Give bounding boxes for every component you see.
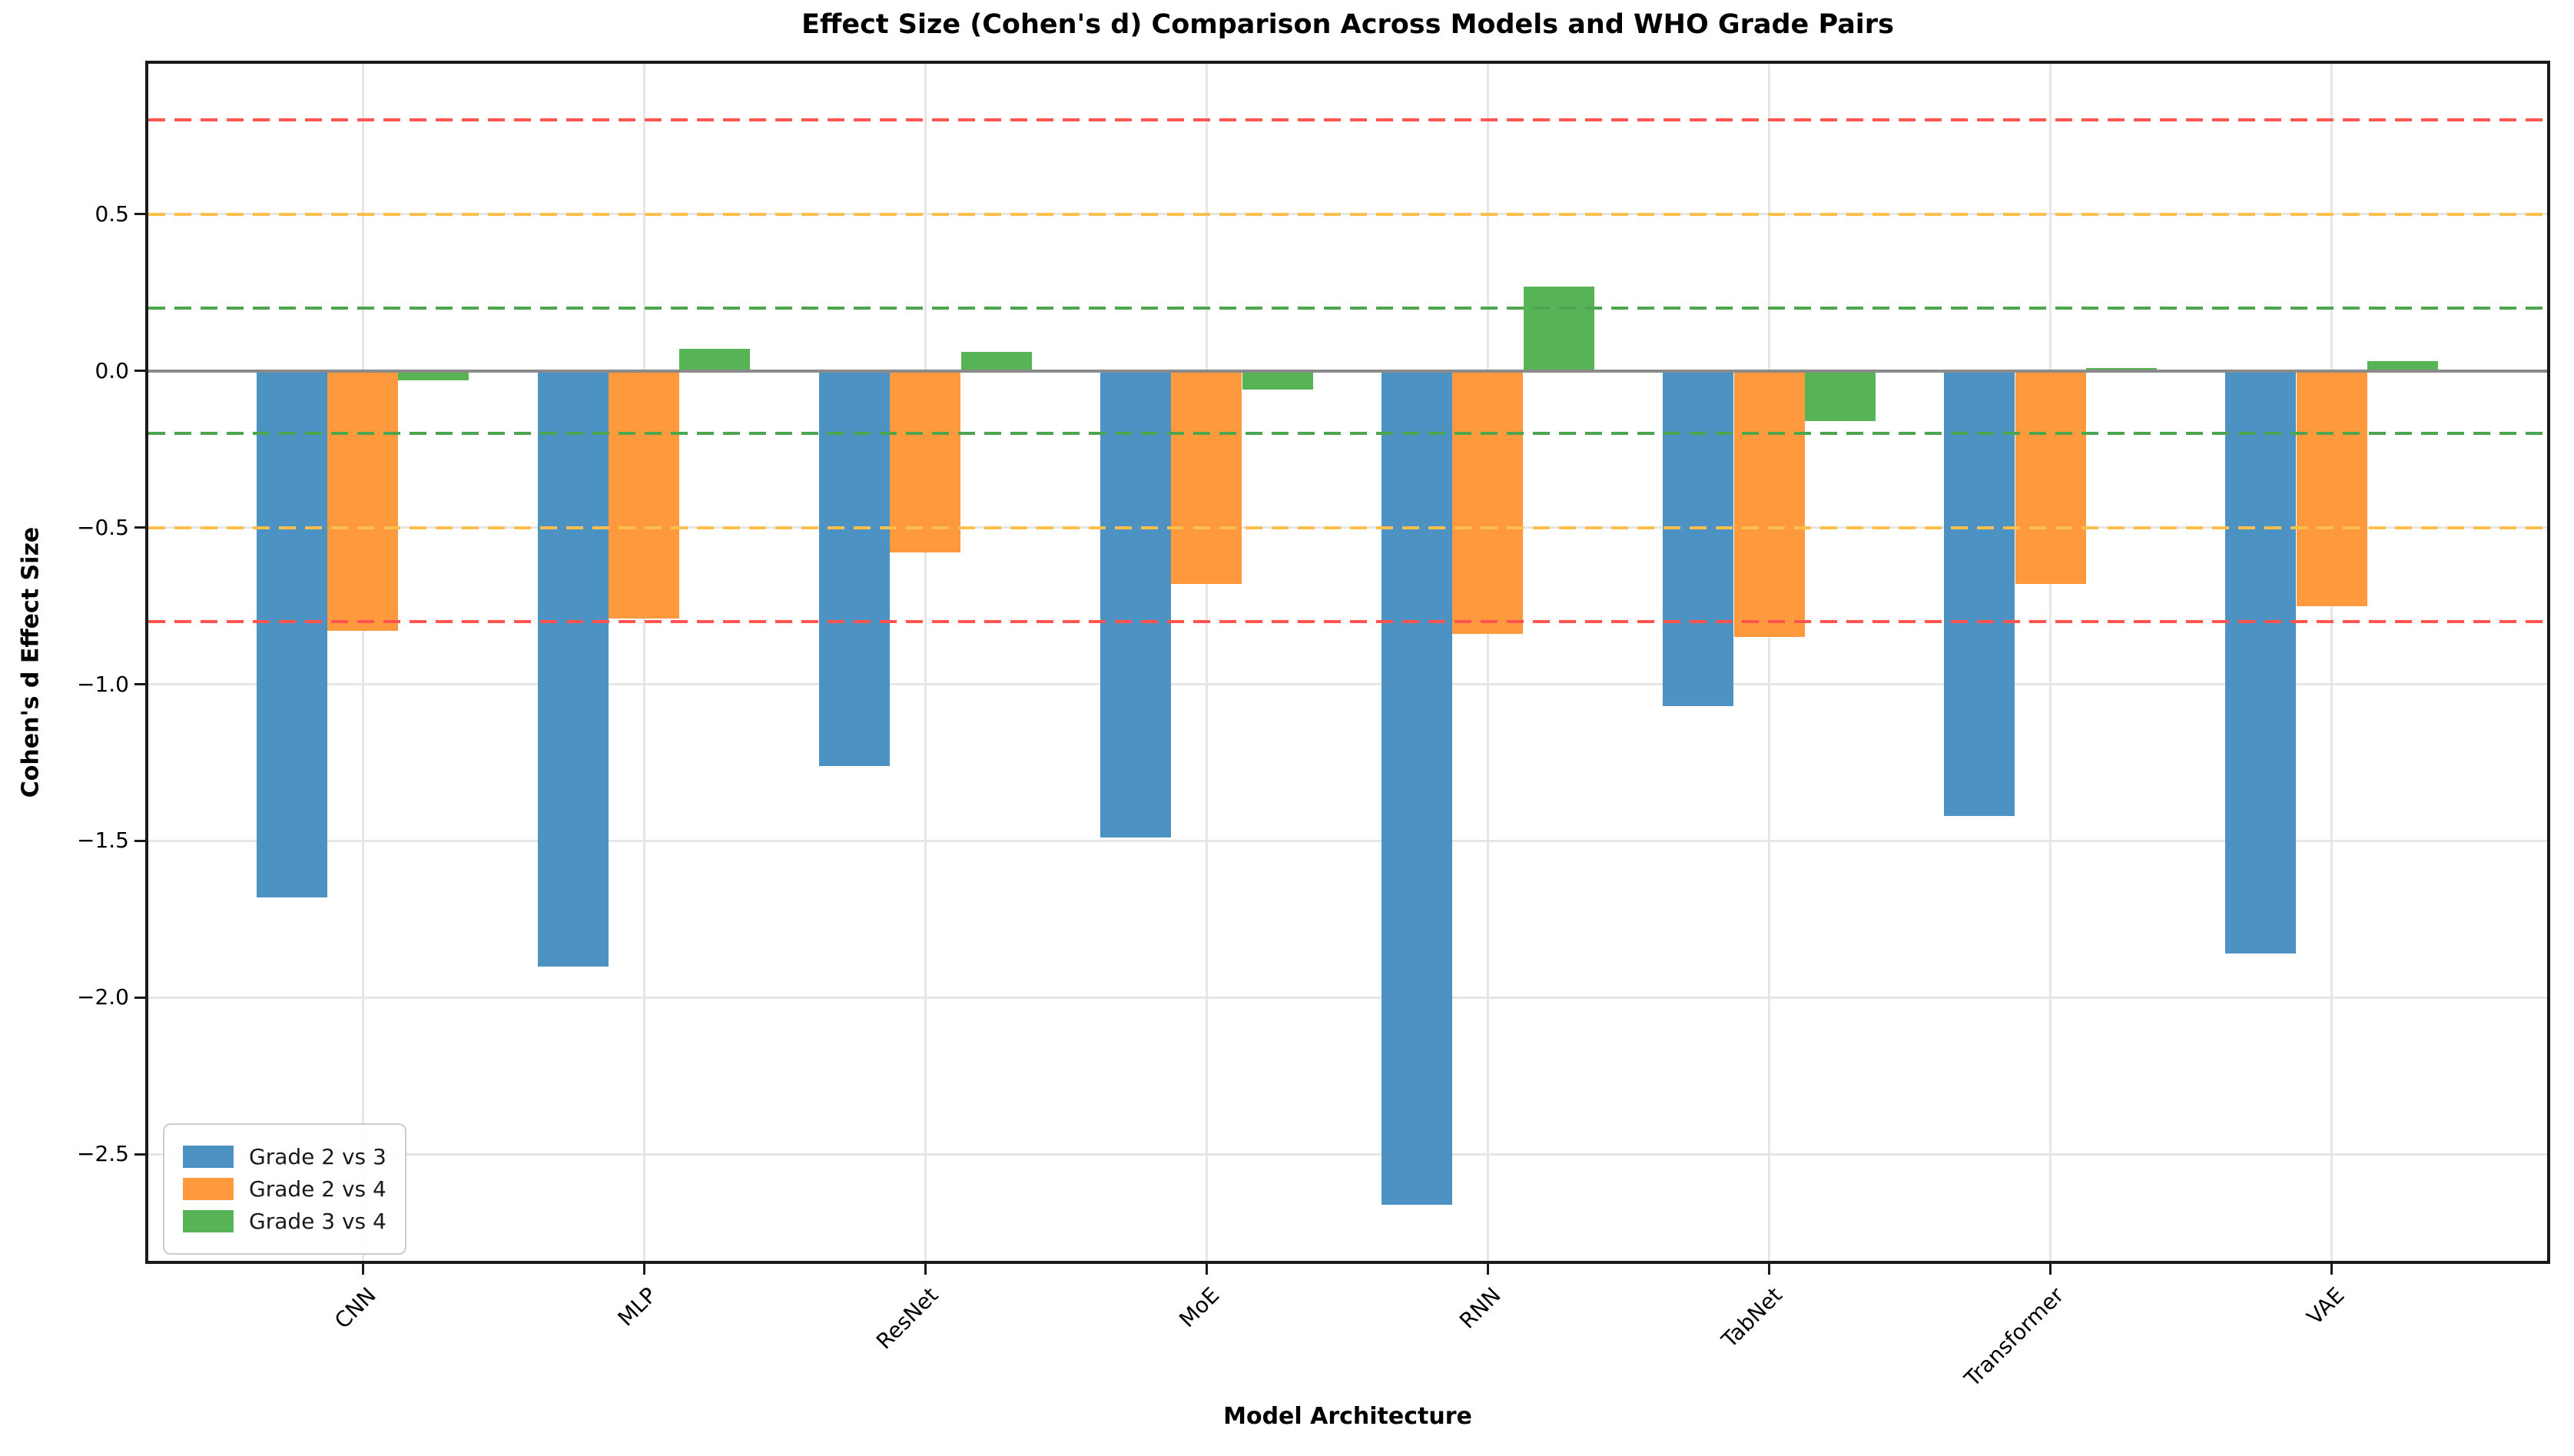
bar-grade-2-vs-3 (1663, 370, 1734, 707)
y-tick-label: −2.0 (77, 984, 129, 1010)
y-tick-mark (134, 1153, 145, 1156)
x-tick-mark (1205, 1264, 1208, 1275)
bar-grade-2-vs-3 (1944, 370, 2015, 816)
bar-grade-3-vs-4 (679, 349, 751, 371)
x-tick-mark (1768, 1264, 1770, 1275)
legend-swatch (183, 1210, 234, 1232)
x-tick-mark (924, 1264, 927, 1275)
bar-grade-3-vs-4 (1242, 370, 1313, 390)
bar-grade-3-vs-4 (2085, 367, 2157, 371)
x-tick-mark (642, 1264, 645, 1275)
y-axis-label: Cohen's d Effect Size (17, 526, 45, 798)
y-gridline (148, 683, 2547, 686)
x-tick-label: TabNet (1717, 1282, 1787, 1353)
y-gridline (148, 996, 2547, 999)
bar-grade-2-vs-4 (890, 370, 961, 553)
bar-grade-2-vs-3 (1382, 370, 1453, 1205)
legend-label: Grade 3 vs 4 (249, 1209, 386, 1234)
x-tick-mark (2049, 1264, 2052, 1275)
bar-grade-2-vs-3 (537, 370, 609, 967)
x-axis-label: Model Architecture (1223, 1403, 1472, 1430)
legend-swatch (183, 1178, 234, 1200)
bar-grade-2-vs-4 (2296, 370, 2367, 606)
y-tick-label: −1.0 (77, 671, 129, 697)
x-tick-label: CNN (329, 1282, 381, 1334)
legend: Grade 2 vs 3 Grade 2 vs 4 Grade 3 vs 4 (163, 1123, 406, 1255)
threshold-line (148, 118, 2547, 122)
bar-grade-2-vs-4 (327, 370, 398, 632)
legend-label: Grade 2 vs 4 (249, 1176, 386, 1202)
y-tick-mark (134, 526, 145, 529)
bar-grade-2-vs-3 (1100, 370, 1171, 838)
y-tick-label: −0.5 (77, 514, 129, 540)
legend-label: Grade 2 vs 3 (249, 1144, 386, 1169)
x-gridline (361, 64, 364, 1261)
x-tick-label: ResNet (871, 1282, 944, 1355)
plot-area (145, 61, 2550, 1264)
x-tick-label: MoE (1174, 1282, 1225, 1333)
bar-grade-2-vs-4 (2015, 370, 2086, 585)
legend-row: Grade 2 vs 4 (183, 1176, 386, 1202)
x-gridline (1768, 64, 1770, 1261)
x-gridline (924, 64, 927, 1261)
x-tick-mark (1486, 1264, 1489, 1275)
x-gridline (1486, 64, 1489, 1261)
threshold-line (148, 619, 2547, 623)
bar-grade-3-vs-4 (398, 370, 469, 380)
y-gridline (148, 839, 2547, 842)
bar-grade-3-vs-4 (960, 352, 1032, 371)
threshold-line (148, 432, 2547, 436)
x-gridline (642, 64, 645, 1261)
x-tick-label: RNN (1455, 1282, 1506, 1334)
y-tick-mark (134, 370, 145, 373)
threshold-line (148, 526, 2547, 529)
x-gridline (1205, 64, 1208, 1261)
zero-line (148, 369, 2547, 373)
x-gridline (2049, 64, 2052, 1261)
x-tick-mark (361, 1264, 364, 1275)
y-tick-label: 0.5 (95, 201, 129, 227)
x-tick-label: VAE (2302, 1282, 2350, 1330)
y-tick-mark (134, 839, 145, 842)
y-tick-label: −2.5 (77, 1141, 129, 1167)
y-tick-label: −1.5 (77, 827, 129, 854)
bar-grade-2-vs-4 (1171, 370, 1242, 585)
bar-grade-2-vs-4 (1452, 370, 1524, 635)
chart-title: Effect Size (Cohen's d) Comparison Acros… (801, 9, 1894, 40)
bar-grade-2-vs-4 (1733, 370, 1805, 638)
y-tick-mark (134, 683, 145, 686)
threshold-line (148, 307, 2547, 310)
x-tick-label: Transformer (1959, 1282, 2068, 1392)
bar-grade-3-vs-4 (1523, 286, 1594, 371)
y-tick-mark (134, 213, 145, 216)
bar-grade-2-vs-3 (256, 370, 327, 897)
legend-row: Grade 2 vs 3 (183, 1144, 386, 1169)
y-tick-label: 0.0 (95, 357, 129, 383)
y-gridline (148, 1153, 2547, 1156)
bar-grade-3-vs-4 (2367, 361, 2438, 371)
y-tick-mark (134, 996, 145, 999)
x-tick-mark (2330, 1264, 2334, 1275)
x-gridline (2330, 64, 2334, 1261)
bar-grade-2-vs-3 (818, 370, 890, 766)
bar-grade-3-vs-4 (1804, 370, 1876, 421)
legend-row: Grade 3 vs 4 (183, 1209, 386, 1234)
bar-grade-2-vs-3 (2225, 370, 2297, 954)
legend-swatch (183, 1146, 234, 1168)
bar-grade-2-vs-4 (609, 370, 680, 619)
threshold-line (148, 212, 2547, 216)
x-tick-label: MLP (613, 1282, 662, 1332)
